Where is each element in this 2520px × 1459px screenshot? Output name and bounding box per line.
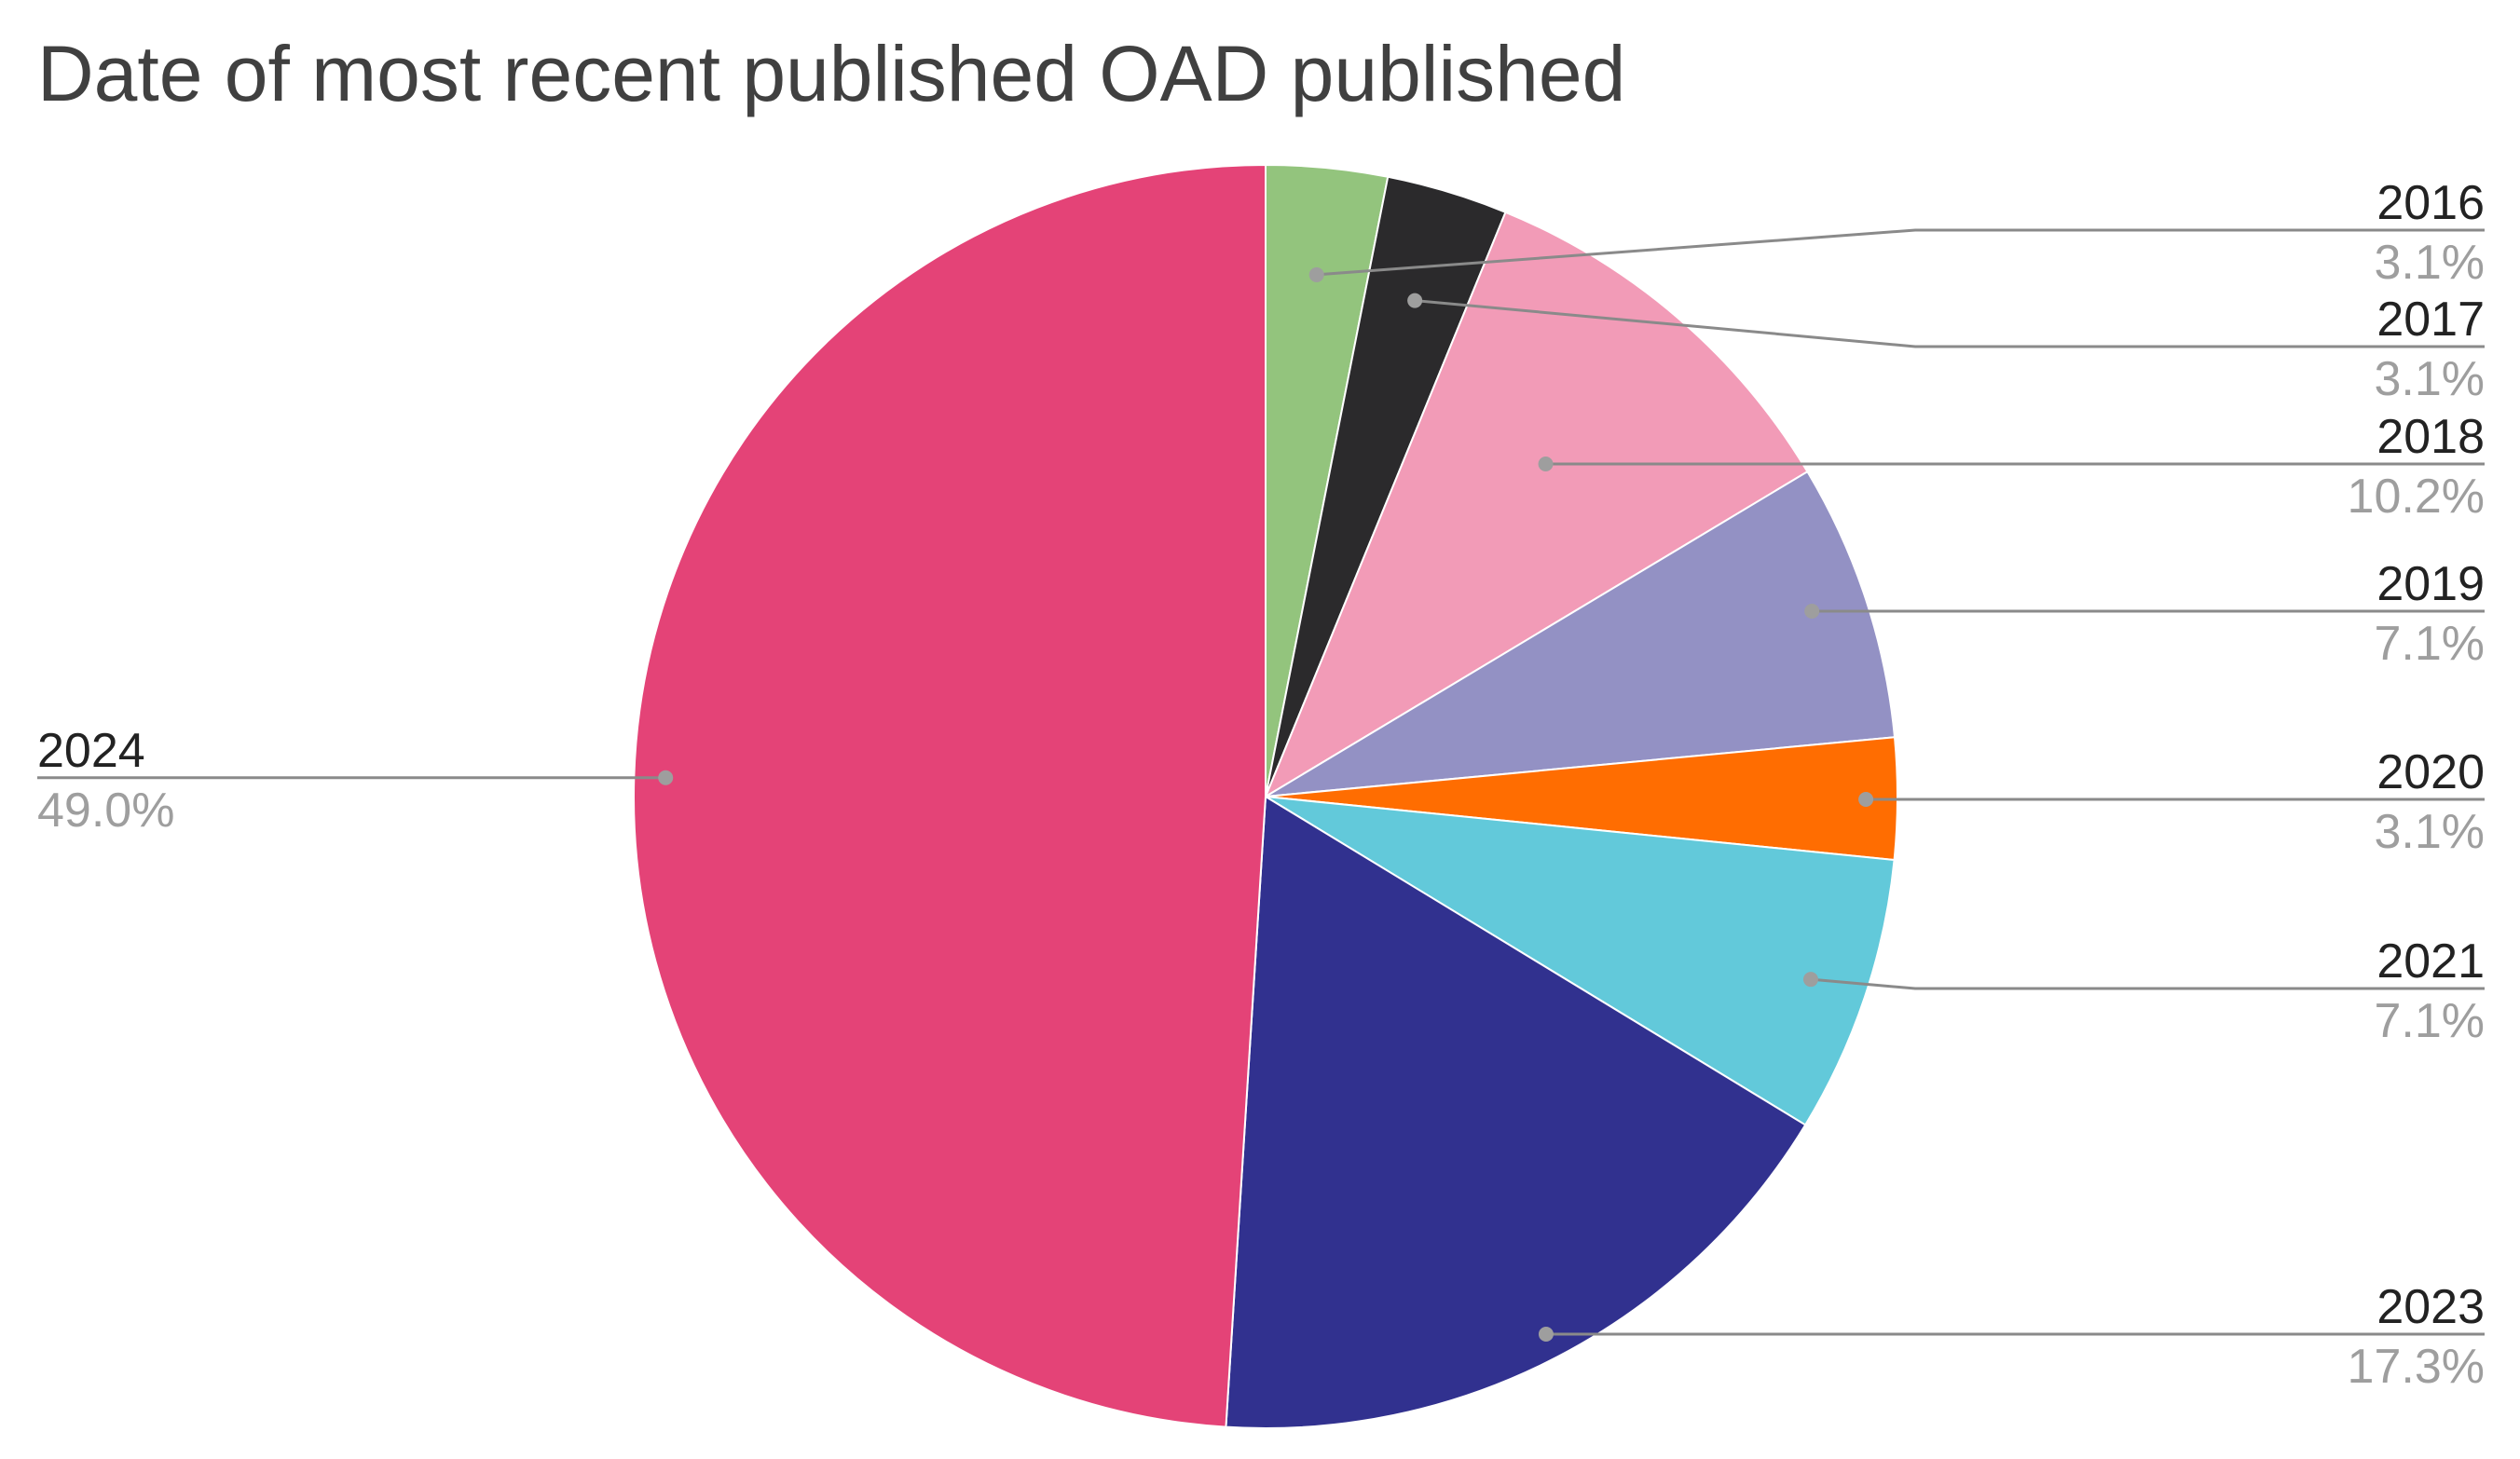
leader-dot-2021 [1802, 972, 1818, 988]
slice-pct-2019: 7.1% [2374, 617, 2485, 671]
leader-dot-2023 [1538, 1327, 1554, 1342]
slice-labels: 20163.1%20173.1%201810.2%20197.1%20203.1… [37, 176, 2485, 1394]
slice-label-2021: 2021 [2376, 934, 2485, 989]
pie-slice-2024 [633, 163, 1267, 1428]
slice-label-2018: 2018 [2376, 410, 2485, 464]
slice-pct-2016: 3.1% [2374, 236, 2485, 290]
leader-dot-2020 [1858, 792, 1874, 807]
slice-label-2019: 2019 [2376, 557, 2485, 611]
leader-line-2017 [1414, 299, 2485, 348]
slice-pct-2020: 3.1% [2374, 805, 2485, 859]
pie-slices [633, 163, 1898, 1429]
leader-dot-2018 [1538, 457, 1554, 471]
leader-dot-2017 [1407, 293, 1423, 308]
slice-pct-2017: 3.1% [2374, 352, 2485, 406]
slice-label-2023: 2023 [2376, 1280, 2485, 1334]
slice-label-2016: 2016 [2376, 176, 2485, 230]
leader-dot-2016 [1308, 266, 1324, 282]
pie-slice-2018 [1263, 211, 1809, 799]
leader-line-2016 [1316, 228, 2485, 277]
pie-slice-2019 [1265, 470, 1897, 798]
leader-dot-2024 [658, 770, 674, 785]
slice-pct-2021: 7.1% [2374, 994, 2485, 1048]
slice-pct-2023: 17.3% [2348, 1340, 2485, 1394]
slice-label-2024: 2024 [37, 724, 145, 778]
leader-line-2021 [1810, 977, 2485, 990]
slice-pct-2018: 10.2% [2348, 470, 2485, 524]
slice-label-2017: 2017 [2376, 293, 2485, 347]
chart-title: Date of most recent published OAD publis… [37, 30, 1625, 117]
slice-pct-2024: 49.0% [37, 784, 174, 838]
leader-lines [37, 228, 2485, 1342]
pie-slice-2021 [1265, 796, 1896, 1126]
slice-label-2020: 2020 [2376, 745, 2485, 799]
pie-slice-2023 [1225, 795, 1807, 1429]
leader-dot-2019 [1804, 604, 1820, 619]
